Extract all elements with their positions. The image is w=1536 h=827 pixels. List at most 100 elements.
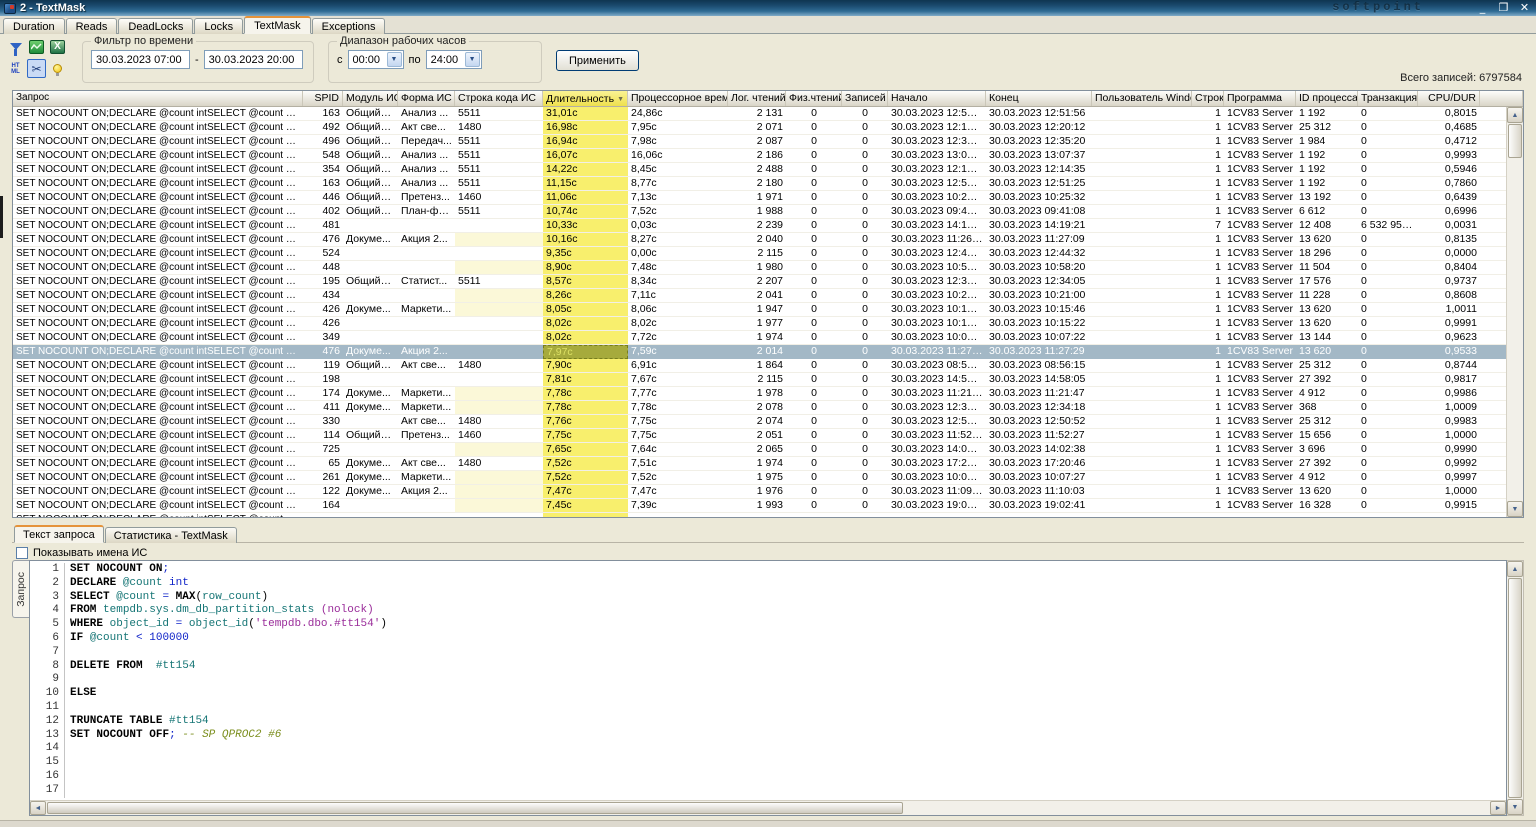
options-row: Показывать имена ИС — [12, 543, 1524, 560]
chevron-down-icon[interactable]: ▼ — [386, 52, 402, 67]
editor-horizontal-scrollbar[interactable]: ◄ ► — [30, 800, 1506, 815]
grid-vertical-scrollbar[interactable]: ▲ ▼ — [1506, 107, 1523, 517]
column-header-cpu-dur[interactable]: CPU/DUR — [1418, 91, 1480, 106]
table-row[interactable]: SET NOCOUNT ON;DECLARE @count intSELECT … — [13, 499, 1506, 513]
table-row[interactable]: SET NOCOUNT ON;DECLARE @count intSELECT … — [13, 331, 1506, 345]
html-export-button[interactable]: HT ML — [6, 59, 25, 78]
table-row[interactable]: SET NOCOUNT ON;DECLARE @count intSELECT … — [13, 485, 1506, 499]
bottom-tab[interactable]: Статистика - TextMask — [104, 527, 237, 543]
restore-button[interactable]: ❐ — [1498, 1, 1509, 14]
cut-mask-toggle[interactable]: ✂ — [27, 59, 46, 78]
total-records-label: Всего записей: 6797584 — [1400, 72, 1522, 84]
table-row[interactable]: SET NOCOUNT ON;DECLARE @count intSELECT … — [13, 457, 1506, 471]
table-row[interactable]: SET NOCOUNT ON;DECLARE @count intSELECT … — [13, 415, 1506, 429]
column-header-spid[interactable]: SPID — [303, 91, 343, 106]
table-row[interactable]: SET NOCOUNT ON;DECLARE @count intSELECT … — [13, 303, 1506, 317]
table-row[interactable]: SET NOCOUNT ON;DECLARE @count intSELECT … — [13, 429, 1506, 443]
scroll-up-icon[interactable]: ▲ — [1507, 107, 1523, 123]
table-row[interactable]: SET NOCOUNT ON;DECLARE @count intSELECT … — [13, 177, 1506, 191]
table-row[interactable]: SET NOCOUNT ON;DECLARE @count intSELECT … — [13, 471, 1506, 485]
show-is-names-label: Показывать имена ИС — [33, 546, 148, 559]
query-side-tab[interactable]: Запрос — [12, 560, 29, 618]
column-header-windows-user[interactable]: Пользователь Windows — [1092, 91, 1192, 106]
table-row[interactable]: SET NOCOUNT ON;DECLARE @count intSELECT … — [13, 219, 1506, 233]
filter-button[interactable] — [6, 37, 25, 56]
column-header-program[interactable]: Программа — [1224, 91, 1296, 106]
scrollbar-thumb[interactable] — [1508, 578, 1522, 798]
hours-from-select[interactable]: 00:00 ▼ — [347, 50, 404, 69]
table-row[interactable]: SET NOCOUNT ON;DECLARE @count intSELECT … — [13, 275, 1506, 289]
main-tab[interactable]: Reads — [65, 18, 118, 34]
table-row[interactable]: SET NOCOUNT ON;DECLARE @count intSELECT … — [13, 107, 1506, 121]
show-is-names-checkbox[interactable] — [16, 546, 28, 559]
scroll-right-icon[interactable]: ► — [1490, 801, 1506, 815]
chevron-down-icon[interactable]: ▼ — [464, 52, 480, 67]
sql-code[interactable]: 1 SET NOCOUNT ON; 2 DECLARE @count int 3… — [30, 561, 1506, 800]
column-header-code-line[interactable]: Строка кода ИС — [455, 91, 543, 106]
hint-button[interactable] — [48, 59, 67, 78]
table-row[interactable]: SET NOCOUNT ON;DECLARE @count intSELECT … — [13, 191, 1506, 205]
column-header-process-id[interactable]: ID процесса — [1296, 91, 1358, 106]
column-header-writes[interactable]: Записей — [842, 91, 888, 106]
column-header-physical-reads[interactable]: Физ.чтений — [786, 91, 842, 106]
column-header-form[interactable]: Форма ИС — [398, 91, 455, 106]
scroll-down-icon[interactable]: ▼ — [1507, 799, 1523, 815]
main-tab[interactable]: DeadLocks — [118, 18, 194, 34]
table-row[interactable]: SET NOCOUNT ON;DECLARE @count intSELECT … — [13, 443, 1506, 457]
main-tab[interactable]: TextMask — [244, 16, 311, 34]
scroll-left-icon[interactable]: ◄ — [30, 801, 46, 815]
horizontal-splitter[interactable] — [12, 518, 1524, 524]
date-separator: - — [195, 53, 199, 66]
column-header-cpu-time[interactable]: Процессорное время — [628, 91, 728, 106]
table-row[interactable]: SET NOCOUNT ON;DECLARE @count intSELECT … — [13, 345, 1506, 359]
hours-to-select[interactable]: 24:00 ▼ — [425, 50, 482, 69]
column-header-transaction[interactable]: Транзакция — [1358, 91, 1418, 106]
column-header-module[interactable]: Модуль ИС — [343, 91, 398, 106]
column-header-end[interactable]: Конец — [986, 91, 1092, 106]
table-row[interactable]: SET NOCOUNT ON;DECLARE @count intSELECT … — [13, 233, 1506, 247]
line-number: 6 — [52, 631, 59, 644]
scrollbar-thumb[interactable] — [1508, 124, 1522, 158]
minimize-button[interactable]: _ — [1479, 1, 1486, 14]
column-header-duration[interactable]: Длительность ▼ — [543, 91, 628, 106]
editor-vertical-scrollbar[interactable]: ▲ ▼ — [1507, 560, 1524, 816]
line-number: 4 — [52, 604, 59, 617]
main-tab[interactable]: Duration — [3, 18, 65, 34]
table-row[interactable]: SET NOCOUNT ON;DECLARE @count intSELECT … — [13, 149, 1506, 163]
close-button[interactable]: ✕ — [1519, 1, 1530, 14]
table-row[interactable]: SET NOCOUNT ON;DECLARE @count intSELECT … — [13, 513, 1506, 517]
main-tab[interactable]: Exceptions — [311, 18, 386, 34]
table-row[interactable]: SET NOCOUNT ON;DECLARE @count intSELECT … — [13, 387, 1506, 401]
code-line: 5 WHERE object_id = object_id('tempdb.db… — [30, 618, 1506, 632]
table-row[interactable]: SET NOCOUNT ON;DECLARE @count intSELECT … — [13, 163, 1506, 177]
column-header-rows[interactable]: Строк — [1192, 91, 1224, 106]
table-row[interactable]: SET NOCOUNT ON;DECLARE @count intSELECT … — [13, 247, 1506, 261]
apply-button[interactable]: Применить — [556, 50, 639, 71]
table-row[interactable]: SET NOCOUNT ON;DECLARE @count intSELECT … — [13, 359, 1506, 373]
table-row[interactable]: SET NOCOUNT ON;DECLARE @count intSELECT … — [13, 121, 1506, 135]
dock-splitter-mark[interactable] — [0, 196, 3, 238]
table-row[interactable]: SET NOCOUNT ON;DECLARE @count intSELECT … — [13, 317, 1506, 331]
table-row[interactable]: SET NOCOUNT ON;DECLARE @count intSELECT … — [13, 289, 1506, 303]
date-from-input[interactable]: 30.03.2023 07:00 — [91, 50, 190, 69]
chart-button[interactable] — [27, 37, 46, 56]
line-number: 13 — [45, 728, 59, 741]
main-tab[interactable]: Locks — [194, 18, 244, 34]
scroll-up-icon[interactable]: ▲ — [1507, 561, 1523, 577]
table-row[interactable]: SET NOCOUNT ON;DECLARE @count intSELECT … — [13, 135, 1506, 149]
column-header-query[interactable]: Запрос — [13, 91, 303, 106]
excel-export-button[interactable]: X — [48, 37, 67, 56]
table-row[interactable]: SET NOCOUNT ON;DECLARE @count intSELECT … — [13, 401, 1506, 415]
column-header-start[interactable]: Начало — [888, 91, 986, 106]
sql-editor[interactable]: 1 SET NOCOUNT ON; 2 DECLARE @count int 3… — [29, 560, 1507, 816]
scroll-down-icon[interactable]: ▼ — [1507, 501, 1523, 517]
scrollbar-thumb[interactable] — [47, 802, 904, 814]
bottom-tab[interactable]: Текст запроса — [14, 525, 104, 543]
column-header-logical-reads[interactable]: Лог. чтений — [728, 91, 786, 106]
bottom-tabstrip: Текст запроса Статистика - TextMask — [12, 524, 1524, 543]
table-row[interactable]: SET NOCOUNT ON;DECLARE @count intSELECT … — [13, 373, 1506, 387]
line-number: 9 — [52, 673, 59, 686]
date-to-input[interactable]: 30.03.2023 20:00 — [203, 50, 303, 69]
table-row[interactable]: SET NOCOUNT ON;DECLARE @count intSELECT … — [13, 261, 1506, 275]
table-row[interactable]: SET NOCOUNT ON;DECLARE @count intSELECT … — [13, 205, 1506, 219]
